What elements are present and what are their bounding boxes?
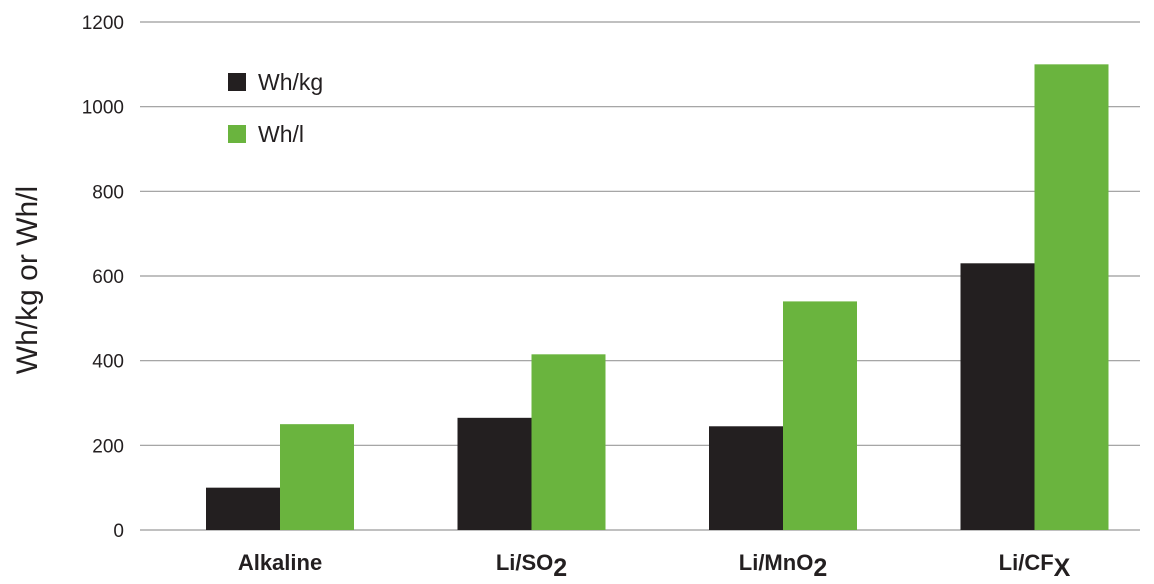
bar-wh-l-2	[783, 301, 857, 530]
x-category-label: Alkaline	[238, 550, 322, 575]
category-name: Li/MnO	[739, 550, 814, 575]
y-tick-label: 600	[92, 267, 124, 288]
y-tick-label: 200	[92, 436, 124, 457]
bar-wh-kg-3	[960, 263, 1035, 530]
legend-swatch	[228, 125, 246, 143]
legend: Wh/kg Wh/l	[228, 69, 323, 147]
category-name: Li/SO	[496, 550, 553, 575]
category-name: Alkaline	[238, 550, 322, 575]
category-name: Li/CF	[999, 550, 1054, 575]
y-tick-label: 400	[92, 352, 124, 373]
x-axis-labels: Alkaline Li/SO2 Li/MnO2 Li/CFX	[238, 550, 1071, 582]
bar-wh-kg-0	[206, 487, 280, 530]
legend-label: Wh/kg	[258, 69, 323, 95]
bar-wh-l-0	[280, 424, 354, 530]
category-subscript: 2	[553, 554, 567, 582]
legend-label: Wh/l	[258, 121, 304, 147]
category-subscript: 2	[813, 554, 827, 582]
y-axis-label: Wh/kg or Wh/l	[11, 186, 44, 374]
x-category-label: Li/CFX	[999, 550, 1071, 582]
y-tick-label: 1200	[82, 13, 124, 34]
y-axis-ticks: 0 200 400 600 800 1000 1200	[82, 13, 124, 542]
x-category-label: Li/SO2	[496, 550, 567, 582]
y-tick-label: 800	[92, 182, 124, 203]
bar-wh-kg-2	[709, 426, 783, 530]
category-subscript: X	[1054, 554, 1071, 582]
x-category-label: Li/MnO2	[739, 550, 827, 582]
bars	[206, 64, 1109, 530]
bar-wh-l-3	[1034, 64, 1109, 530]
bar-wh-l-1	[531, 354, 606, 530]
y-tick-label: 0	[113, 521, 124, 542]
bar-wh-kg-1	[457, 417, 532, 530]
y-tick-label: 1000	[82, 98, 124, 119]
legend-swatch	[228, 73, 246, 91]
